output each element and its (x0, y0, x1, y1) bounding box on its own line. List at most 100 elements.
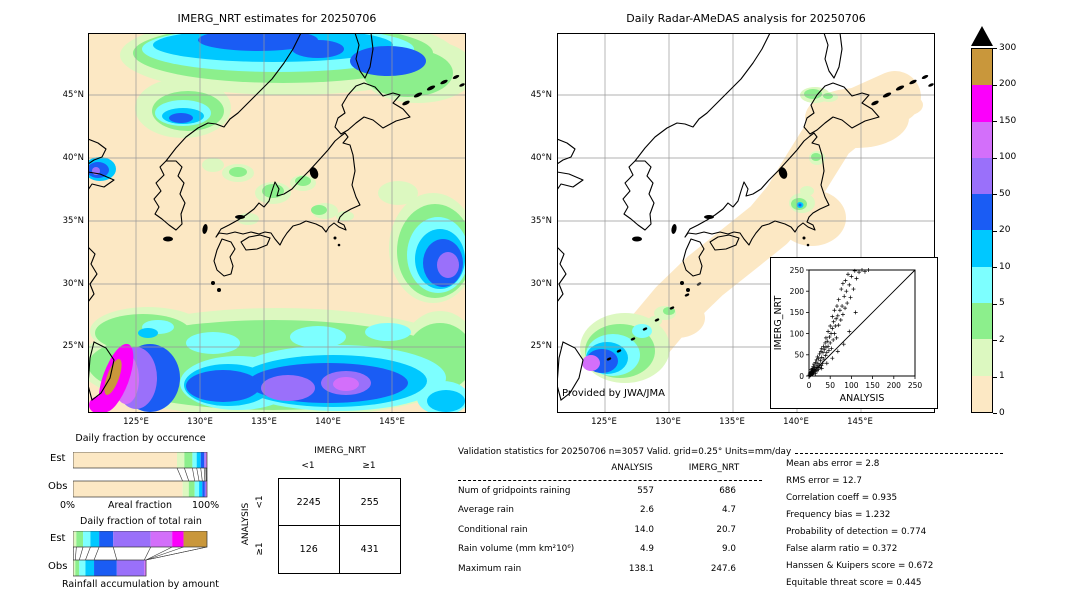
colorbar-tick-label: 2 (999, 334, 1005, 345)
svg-text:250: 250 (790, 266, 805, 275)
colorbar-tick-label: 10 (999, 261, 1011, 272)
score-line-1: RMS error = 12.7 (786, 476, 933, 493)
lon-tick-label: 125°E (591, 417, 617, 427)
lon-tick-label: 140°E (315, 417, 341, 427)
score-value: 0.372 (872, 544, 898, 554)
equals-sign: = (895, 561, 909, 571)
validation-scores: Mean abs error = 2.8 RMS error = 12.7 Corr… (786, 459, 933, 595)
lat-tick-label: 30°N (62, 279, 84, 289)
colorbar-tick-mark (993, 84, 997, 86)
table-row: Maximum rain 138.1 247.6 (458, 559, 762, 579)
equals-sign: = (859, 493, 872, 503)
contingency-row-group: ANALYSIS (241, 502, 251, 546)
stat-label: Num of gridpoints raining (458, 485, 571, 496)
score-label: False alarm ratio (786, 544, 860, 554)
colorbar-bin-8 (972, 85, 992, 122)
occurrence-xmax: 100% (192, 500, 220, 511)
lat-tick-label: 35°N (62, 216, 84, 226)
stat-label: Rain volume (mm km²10⁶) (458, 544, 575, 555)
score-label: Hanssen & Kuipers score (786, 561, 896, 571)
svg-text:50: 50 (794, 351, 804, 360)
stat-analysis-value: 2.6 (640, 505, 654, 516)
stat-imerg-value: 686 (719, 485, 736, 496)
svg-text:100: 100 (790, 329, 805, 338)
colorbar-tick-label: 150 (999, 115, 1017, 126)
colorbar-tick-label: 200 (999, 79, 1017, 89)
colorbar-bin-6 (972, 157, 992, 195)
colorbar-bin-0 (972, 375, 992, 412)
occurrence-xmin: 0% (60, 500, 76, 511)
stat-analysis-value: 14.0 (634, 524, 654, 535)
credit-text: Provided by JWA/JMA (562, 388, 665, 399)
validation-col-analysis: ANALYSIS (611, 463, 653, 473)
totalrain-bars (73, 531, 208, 577)
colorbar-tick-label: 1 (999, 371, 1005, 381)
colorbar-tick-mark (993, 303, 997, 305)
score-line-2: Correlation coeff = 0.935 (786, 493, 933, 510)
score-line-3: Frequency bias = 1.232 (786, 510, 933, 527)
totalrain-chart-title: Daily fraction of total rain (80, 516, 202, 527)
colorbar-tick-label: 5 (999, 298, 1005, 308)
table-row: Conditional rain 14.0 20.7 (458, 520, 762, 540)
table-row: Rain volume (mm km²10⁶) 4.9 9.0 (458, 540, 762, 560)
score-value: 2.8 (865, 459, 880, 469)
stat-imerg-value: 4.7 (722, 505, 736, 516)
imerg-map (88, 33, 466, 413)
stat-imerg-value: 9.0 (722, 544, 736, 555)
svg-text:200: 200 (790, 287, 805, 296)
radar-map-plot (557, 33, 935, 413)
table-row: Num of gridpoints raining 557 686 (458, 481, 762, 501)
lat-tick-label: 30°N (530, 279, 552, 289)
lat-tick-label: 40°N (62, 153, 84, 163)
colorbar-bin-7 (972, 121, 992, 158)
score-label: Mean abs error (786, 459, 853, 469)
score-label: Correlation coeff (786, 493, 859, 503)
colorbar-bin-3 (972, 266, 992, 304)
score-value: 12.7 (842, 476, 862, 486)
lon-tick-label: 135°E (251, 417, 277, 427)
right-map-title: Daily Radar-AMeDAS analysis for 20250706 (626, 12, 866, 25)
lat-tick-label: 45°N (62, 90, 84, 100)
colorbar-tick-label: 300 (999, 42, 1017, 53)
score-line-7: Equitable threat score = 0.445 (786, 578, 933, 595)
validation-table: ANALYSIS IMERG_NRT Num of gridpoints rai… (458, 463, 762, 579)
colorbar-tick-label: 20 (999, 225, 1011, 235)
equals-sign: = (883, 578, 897, 588)
radar-map (556, 33, 935, 413)
stat-imerg-value: 247.6 (710, 563, 736, 574)
colorbar-overflow-triangle (960, 26, 993, 50)
lat-tick-label: 25°N (62, 341, 84, 351)
stat-analysis-value: 138.1 (628, 563, 654, 574)
lon-tick-label: 135°E (719, 417, 745, 427)
lon-tick-label: 145°E (847, 417, 873, 427)
colorbar-tick-label: 50 (999, 188, 1011, 199)
colorbar (971, 48, 993, 413)
colorbar-tick-mark (993, 230, 997, 232)
colorbar-tick-mark (993, 48, 997, 49)
svg-text:200: 200 (887, 381, 902, 390)
svg-text:250: 250 (908, 381, 923, 390)
colorbar-tick-mark (993, 376, 997, 378)
inset-ylabel: IMERG_NRT (773, 296, 784, 351)
colorbar-bin-2 (972, 303, 992, 340)
colorbar-tick-mark (993, 413, 997, 414)
colorbar-tick-label: 0 (999, 407, 1005, 418)
colorbar-tick-mark (993, 194, 997, 195)
score-value: 1.232 (865, 510, 891, 520)
score-line-6: Hanssen & Kuipers score = 0.672 (786, 561, 933, 578)
validation-title-row: Validation statistics for 20250706 n=305… (458, 443, 1003, 457)
validation-title: Validation statistics for 20250706 n=305… (458, 447, 792, 457)
score-label: RMS error (786, 476, 830, 486)
totalrain-caption: Rainfall accumulation by amount (62, 579, 219, 590)
score-value: 0.672 (908, 561, 934, 571)
colorbar-tick-mark (993, 157, 997, 159)
occurrence-obs-label: Obs (48, 481, 68, 492)
imerg-map-plot (88, 33, 466, 413)
lat-tick-label: 45°N (530, 90, 552, 100)
equals-sign: = (829, 476, 843, 486)
stat-imerg-value: 20.7 (716, 524, 736, 535)
validation-header-dash (458, 480, 762, 481)
occurrence-est-label: Est (50, 453, 66, 464)
svg-text:0: 0 (807, 381, 812, 390)
occurrence-xlabel: Areal fraction (107, 500, 172, 511)
